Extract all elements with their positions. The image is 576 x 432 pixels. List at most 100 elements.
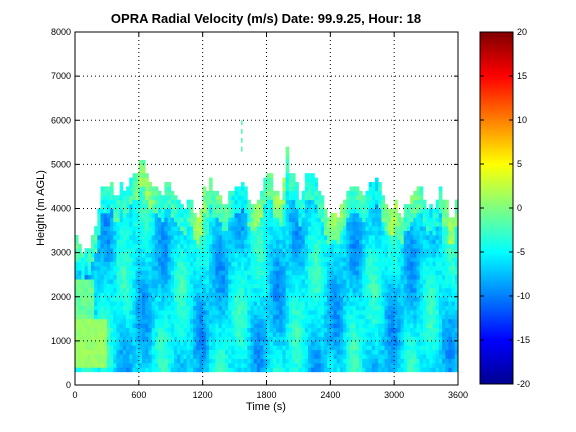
heatmap-cell [406, 274, 411, 280]
heatmap-cell [151, 221, 156, 227]
heatmap-cell [97, 208, 101, 214]
heatmap-cell [209, 305, 213, 311]
heatmap-cell [193, 226, 197, 231]
heatmap-cell [119, 270, 124, 276]
heatmap-cell [400, 296, 405, 302]
heatmap-cell [260, 212, 264, 218]
heatmap-cell [215, 349, 220, 355]
heatmap-cell [416, 257, 421, 262]
heatmap-cell [375, 279, 379, 284]
heatmap-cell [400, 261, 405, 267]
heatmap-cell [209, 195, 213, 201]
heatmap-cell [327, 292, 331, 298]
heatmap-cell [135, 327, 140, 333]
heatmap-cell [148, 212, 152, 218]
heatmap-cell [279, 252, 283, 258]
heatmap-cell [157, 195, 162, 201]
heatmap-cell [205, 265, 210, 271]
heatmap-cell [205, 336, 210, 342]
heatmap-cell [282, 323, 287, 329]
heatmap-cell [151, 248, 156, 254]
heatmap-cell [177, 248, 181, 254]
heatmap-cell [157, 309, 162, 315]
heatmap-cell [94, 234, 98, 240]
heatmap-cell [368, 204, 373, 209]
heatmap-cell [90, 340, 95, 346]
heatmap-cell [304, 358, 309, 364]
heatmap-cell [429, 257, 433, 262]
heatmap-cell [272, 190, 277, 196]
heatmap-cell [180, 318, 184, 324]
heatmap-cell [349, 252, 354, 258]
heatmap-cell [333, 314, 338, 320]
heatmap-cell [116, 301, 121, 306]
heatmap-cell [202, 199, 207, 205]
heatmap-cell [113, 239, 117, 245]
heatmap-cell [240, 221, 245, 227]
heatmap-cell [330, 248, 334, 254]
heatmap-cell [333, 305, 338, 311]
x-tick-label: 1800 [256, 390, 276, 400]
heatmap-cell [212, 336, 216, 342]
heatmap-cell [142, 257, 146, 262]
heatmap-cell [406, 212, 411, 218]
heatmap-cell [113, 257, 117, 262]
heatmap-cell [250, 367, 255, 373]
heatmap-cell [167, 296, 172, 302]
heatmap-cell [269, 287, 274, 293]
heatmap-cell [116, 234, 121, 240]
heatmap-cell [285, 283, 290, 289]
heatmap-cell [362, 305, 366, 311]
heatmap-cell [234, 208, 239, 214]
heatmap-cell [90, 332, 95, 337]
heatmap-cell [122, 243, 127, 249]
heatmap-cell [336, 221, 341, 227]
heatmap-cell [435, 243, 440, 249]
heatmap-cell [205, 239, 210, 245]
heatmap-cell [151, 367, 156, 373]
heatmap-cell [448, 283, 453, 289]
heatmap-cell [212, 190, 216, 196]
heatmap-cell [237, 340, 242, 346]
heatmap-cell [343, 257, 347, 262]
heatmap-cell [276, 252, 280, 258]
heatmap-cell [355, 305, 360, 311]
heatmap-cell [132, 279, 137, 284]
heatmap-cell [256, 292, 261, 298]
heatmap-cell [295, 323, 299, 329]
heatmap-cell [419, 283, 424, 289]
heatmap-cell [400, 358, 405, 364]
heatmap-cell [161, 340, 165, 346]
heatmap-cell [215, 332, 220, 337]
heatmap-cell [237, 265, 242, 271]
heatmap-cell [173, 296, 178, 302]
heatmap-cell [454, 239, 459, 245]
heatmap-cell [346, 190, 350, 196]
heatmap-cell [400, 345, 405, 351]
heatmap-cell [285, 230, 290, 236]
heatmap-cell [375, 177, 379, 183]
heatmap-cell [400, 248, 405, 254]
heatmap-cell [301, 287, 306, 293]
heatmap-cell [253, 332, 258, 337]
heatmap-cell [126, 265, 130, 271]
heatmap-cell [215, 199, 220, 205]
heatmap-cell [97, 340, 101, 346]
heatmap-cell [253, 274, 258, 280]
heatmap-cell [371, 340, 376, 346]
heatmap-cell [314, 243, 318, 249]
heatmap-cell [100, 257, 105, 262]
heatmap-cell [263, 279, 267, 284]
heatmap-cell [161, 292, 165, 298]
heatmap-cell [94, 323, 98, 329]
heatmap-cell [138, 314, 143, 320]
heatmap-cell [451, 305, 456, 311]
heatmap-cell [371, 199, 376, 205]
heatmap-cell [327, 362, 331, 368]
heatmap-cell [154, 301, 159, 306]
heatmap-cell [323, 239, 328, 245]
heatmap-cell [422, 292, 427, 298]
heatmap-cell [266, 234, 271, 240]
heatmap-cell [253, 221, 258, 227]
